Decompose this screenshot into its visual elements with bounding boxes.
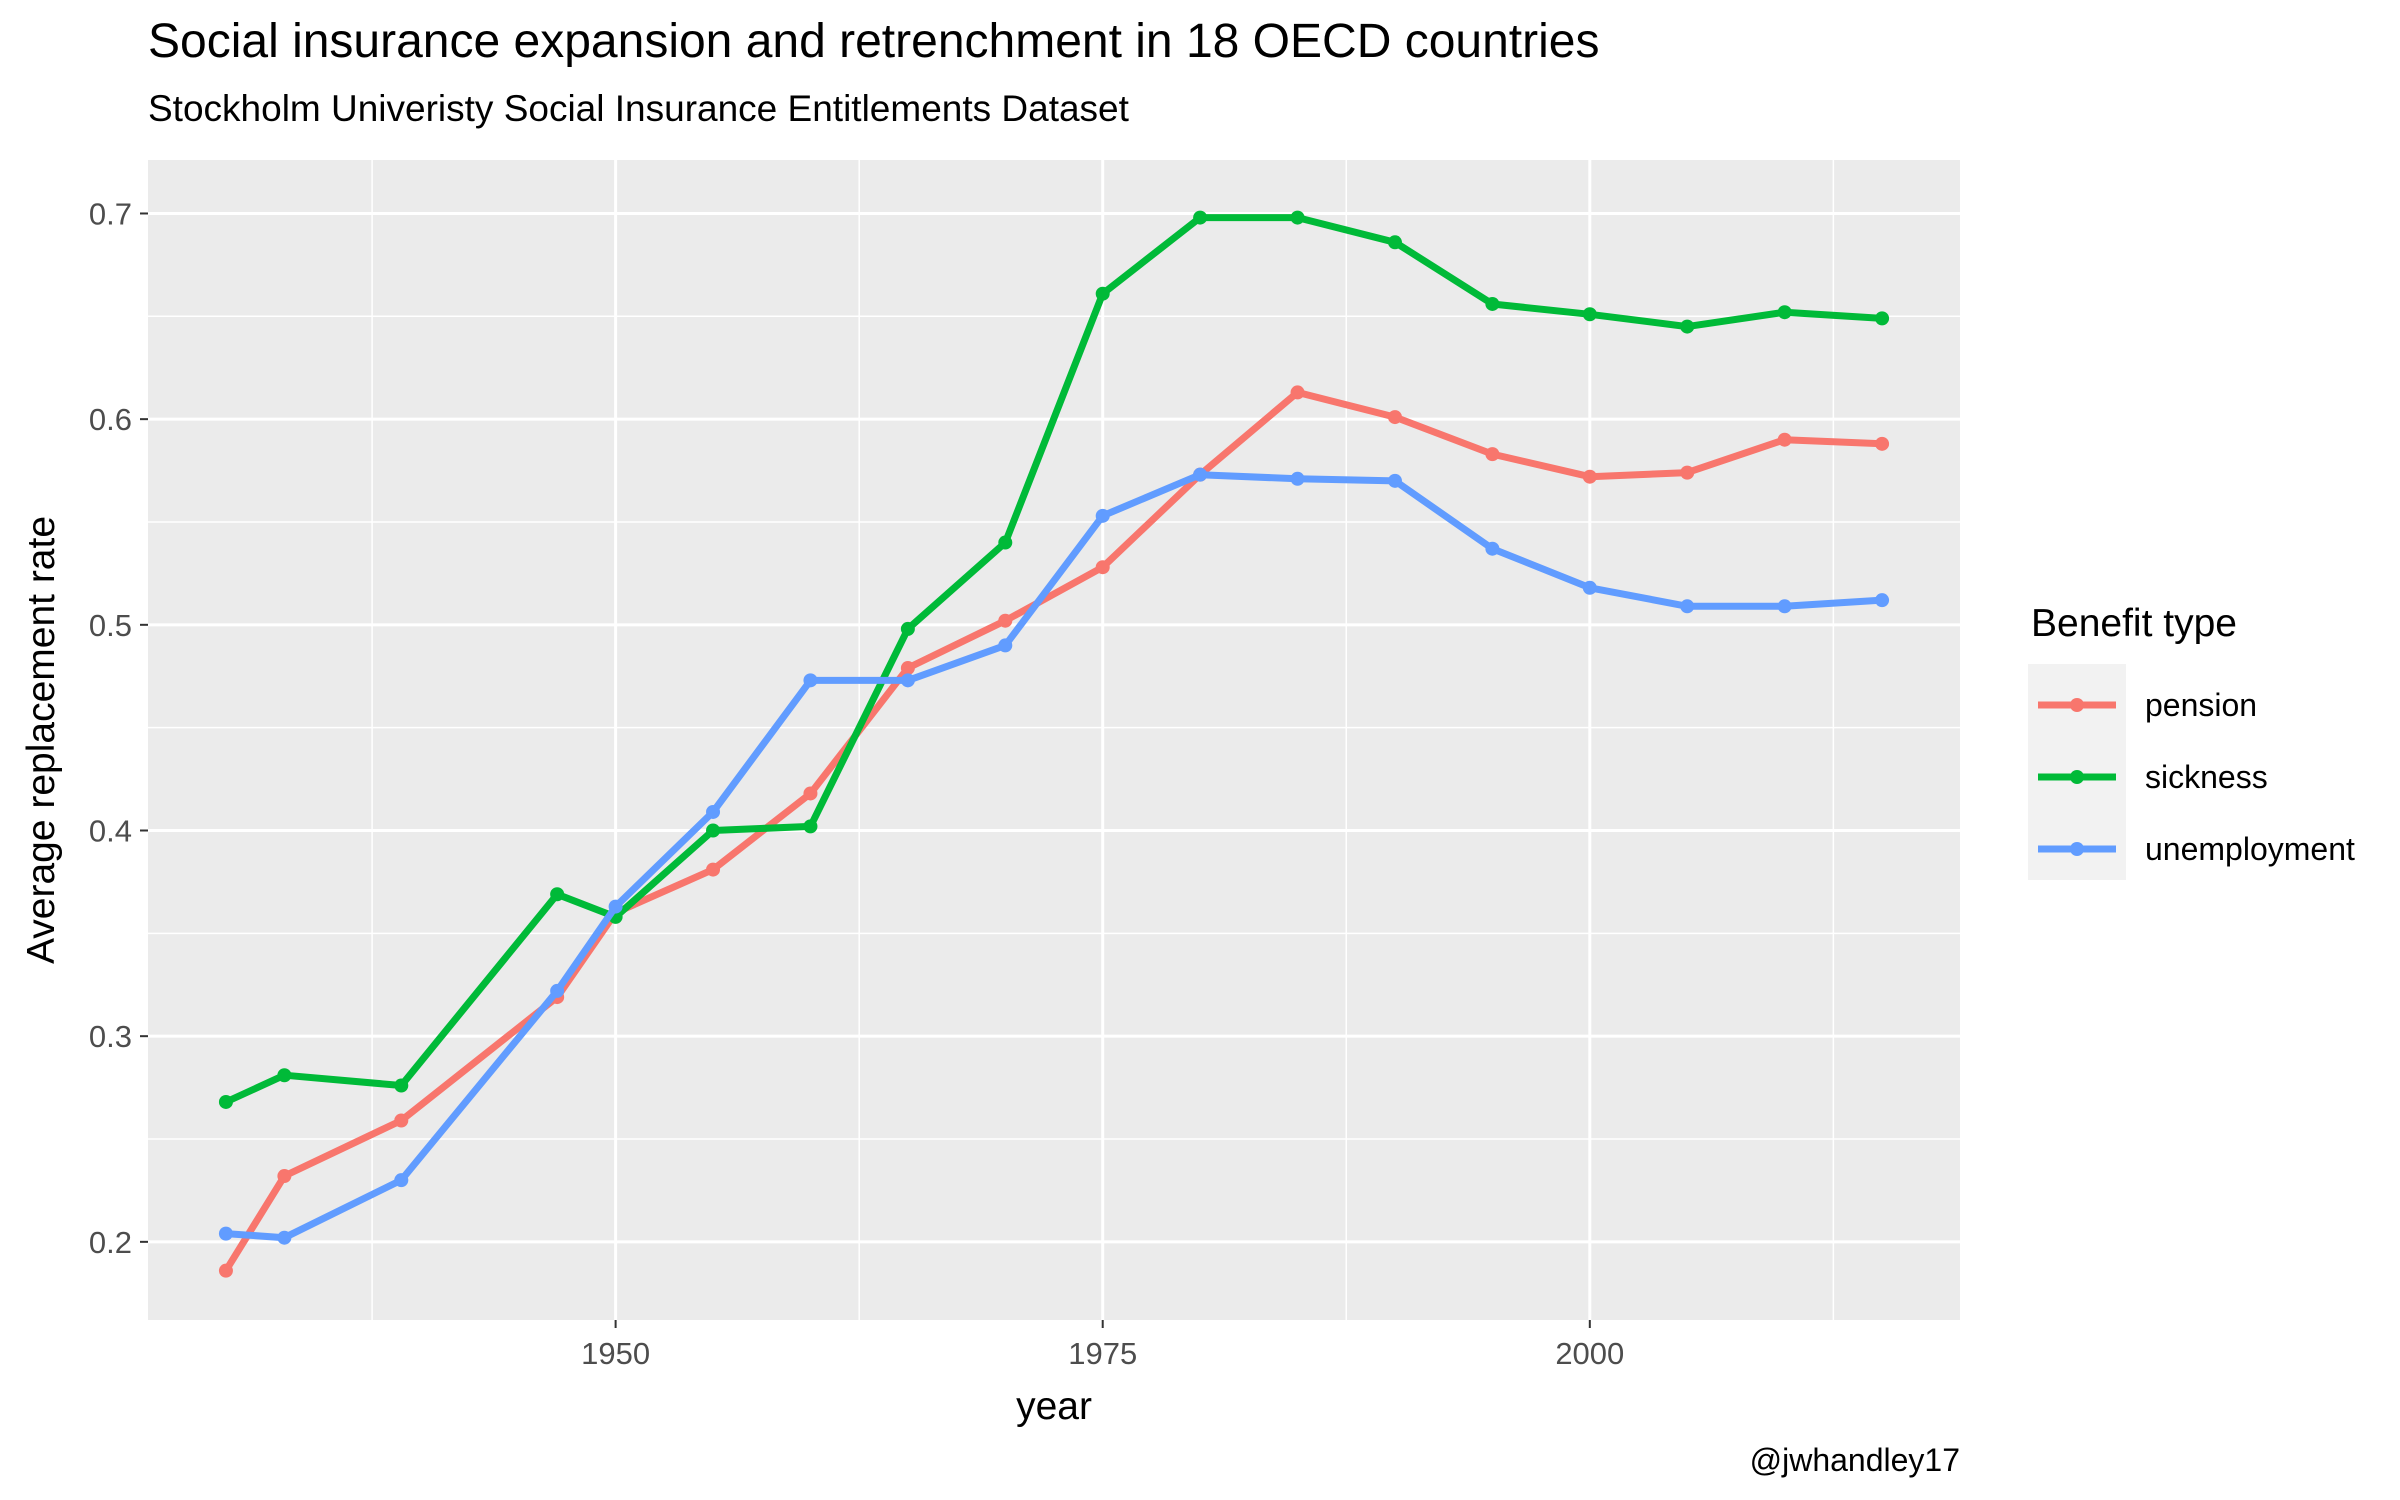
legend-title: Benefit type [2031, 602, 2237, 645]
data-point-pension [1680, 465, 1695, 480]
data-point-pension [218, 1263, 233, 1278]
legend-key-point [2070, 698, 2084, 712]
x-tick-label: 1950 [581, 1336, 650, 1371]
data-point-pension [1582, 469, 1597, 484]
series-unemployment [218, 467, 1890, 1245]
data-point-sickness [998, 535, 1013, 550]
data-point-sickness [1290, 210, 1305, 225]
data-point-sickness [1875, 311, 1890, 326]
data-point-unemployment [1290, 471, 1305, 486]
data-point-sickness [1387, 235, 1402, 250]
data-point-unemployment [1193, 467, 1208, 482]
data-point-sickness [1485, 296, 1500, 311]
y-tick-label: 0.3 [89, 1019, 132, 1054]
chart-subtitle: Stockholm Univeristy Social Insurance En… [148, 88, 1129, 129]
data-point-unemployment [1582, 580, 1597, 595]
data-point-sickness [1095, 286, 1110, 301]
data-point-sickness [900, 621, 915, 636]
data-point-unemployment [608, 899, 623, 914]
series-line-unemployment [225, 471, 1883, 1242]
x-axis-title: year [1016, 1385, 1092, 1428]
data-point-sickness [550, 887, 565, 902]
data-point-unemployment [550, 983, 565, 998]
series-sickness [218, 210, 1890, 1109]
x-axis: 1950 1975 2000 [581, 1320, 1624, 1371]
data-point-sickness [803, 819, 818, 834]
series-line-sickness [224, 214, 1883, 1106]
data-point-unemployment [1875, 593, 1890, 608]
data-point-pension [1875, 436, 1890, 451]
legend-item-sickness: sickness [2038, 759, 2268, 795]
legend-item-unemployment: unemployment [2038, 831, 2355, 867]
y-tick-label: 0.7 [89, 196, 132, 231]
data-point-unemployment [1095, 508, 1110, 523]
data-point-unemployment [1680, 599, 1695, 614]
data-point-sickness [706, 823, 721, 838]
x-tick-label: 2000 [1555, 1336, 1624, 1371]
y-tick-label: 0.2 [89, 1225, 132, 1260]
y-tick-label: 0.6 [89, 402, 132, 437]
data-point-pension [394, 1113, 409, 1128]
data-point-unemployment [218, 1226, 233, 1241]
data-point-sickness [218, 1094, 233, 1109]
series-layer [218, 210, 1890, 1278]
minor-gridlines [148, 160, 1960, 1320]
data-point-sickness [394, 1078, 409, 1093]
chart-caption: @jwhandley17 [1749, 1442, 1960, 1478]
plot-panel [148, 160, 1960, 1320]
data-point-unemployment [998, 638, 1013, 653]
y-tick-label: 0.5 [89, 608, 132, 643]
data-point-unemployment [1777, 599, 1792, 614]
data-point-unemployment [394, 1173, 409, 1188]
major-gridlines [148, 160, 1960, 1320]
data-point-sickness [1680, 319, 1695, 334]
legend-label: unemployment [2145, 831, 2355, 867]
data-point-sickness [277, 1068, 292, 1083]
y-axis: 0.2 0.3 0.4 0.5 0.6 0.7 [89, 196, 148, 1260]
data-point-pension [1387, 410, 1402, 425]
legend-key-point [2070, 770, 2084, 784]
data-point-unemployment [706, 804, 721, 819]
data-point-sickness [1582, 307, 1597, 322]
data-point-pension [900, 661, 915, 676]
data-point-pension [277, 1169, 292, 1184]
legend: Benefit type pension sickness unemployment [2028, 602, 2355, 880]
legend-label: pension [2145, 687, 2257, 723]
legend-item-pension: pension [2038, 687, 2257, 723]
y-axis-title: Average replacement rate [20, 516, 63, 964]
data-point-unemployment [1387, 473, 1402, 488]
data-point-sickness [1193, 210, 1208, 225]
data-point-unemployment [803, 673, 818, 688]
legend-key-point [2070, 842, 2084, 856]
data-point-pension [998, 613, 1013, 628]
data-point-pension [1095, 560, 1110, 575]
data-point-pension [803, 786, 818, 801]
data-point-pension [1485, 447, 1500, 462]
data-point-sickness [1777, 305, 1792, 320]
data-point-unemployment [1485, 541, 1500, 556]
legend-label: sickness [2145, 759, 2268, 795]
data-point-unemployment [900, 673, 915, 688]
chart-title: Social insurance expansion and retrenchm… [148, 15, 1600, 68]
data-point-pension [1290, 385, 1305, 400]
y-tick-label: 0.4 [89, 813, 132, 848]
data-point-pension [1777, 432, 1792, 447]
data-point-unemployment [277, 1230, 292, 1245]
x-tick-label: 1975 [1068, 1336, 1137, 1371]
data-point-pension [706, 862, 721, 877]
